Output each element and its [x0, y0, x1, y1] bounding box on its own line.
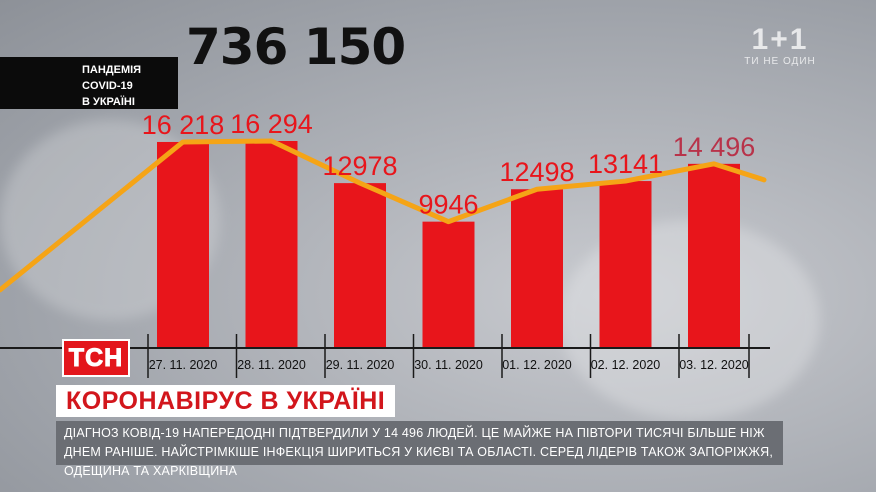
topic-line: В УКРАЇНІ [82, 96, 135, 108]
value-label: 9946 [418, 190, 478, 220]
x-tick-label: 29. 11. 2020 [326, 358, 395, 372]
topic-line: COVID-19 [82, 80, 133, 92]
value-label: 16 218 [142, 110, 225, 140]
x-tick-label: 27. 11. 2020 [149, 358, 218, 372]
bar [334, 183, 386, 348]
bar [157, 141, 209, 348]
bar [422, 221, 475, 348]
value-label: 12978 [322, 151, 397, 181]
value-label: 13141 [588, 149, 663, 179]
x-tick-label: 30. 11. 2020 [414, 358, 483, 372]
x-tick-label: 28. 11. 2020 [237, 358, 306, 372]
tsn-logo: ТСН [62, 339, 130, 377]
value-label: 14 496 [673, 132, 756, 162]
bar [599, 181, 652, 348]
headline: КОРОНАВІРУС В УКРАЇНІ [56, 385, 396, 417]
channel-logo-tagline: ТИ НЕ ОДИН [744, 56, 816, 67]
x-tick-label: 01. 12. 2020 [502, 358, 572, 372]
x-tick-label: 03. 12. 2020 [679, 358, 749, 372]
news-ticker: Діагноз Ковід-19 напередодні підтвердили… [56, 421, 783, 478]
value-label: 16 294 [230, 109, 313, 139]
bar [688, 163, 740, 348]
bar [511, 189, 563, 348]
topic-box: ПАНДЕМІЯ COVID-19 В УКРАЇНІ [0, 57, 178, 109]
x-tick-label: 02. 12. 2020 [591, 358, 661, 372]
channel-logo-mark: 1+1 [751, 23, 809, 56]
channel-logo: 1+1 ТИ НЕ ОДИН [738, 24, 822, 74]
value-label: 12498 [499, 157, 574, 187]
bar [245, 141, 298, 348]
total-cases: 736 150 [186, 18, 406, 76]
topic-line: ПАНДЕМІЯ [82, 64, 142, 76]
tsn-logo-text: ТСН [68, 343, 124, 372]
trend-line [0, 138, 767, 293]
